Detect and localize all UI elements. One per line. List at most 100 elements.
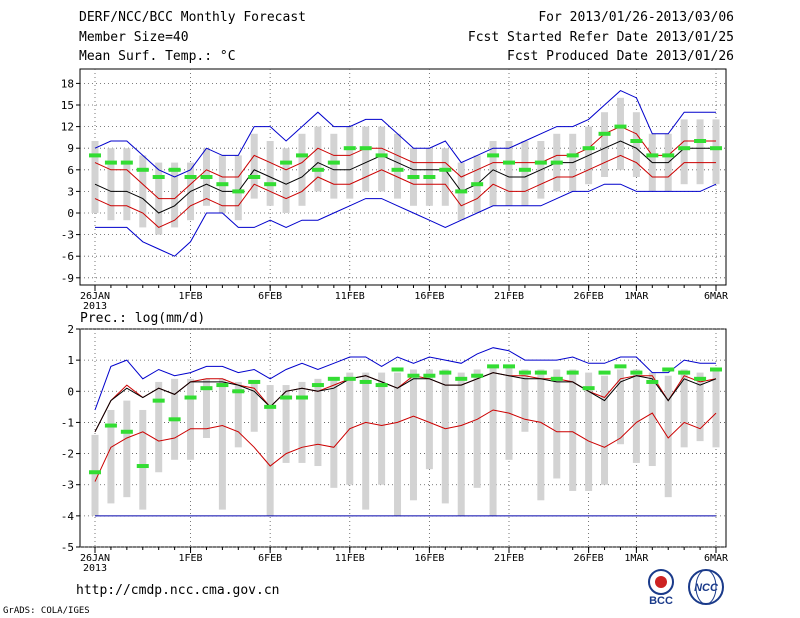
y-tick-label: 2 (67, 323, 74, 336)
bcc-logo-text: BCC (649, 595, 673, 606)
y-tick-label: -6 (61, 250, 74, 263)
header-start-date: Fcst Started Refer Date 2013/01/25 (467, 30, 734, 45)
bcc-logo-core (655, 576, 667, 588)
spread-bar (139, 155, 147, 228)
spread-bar (441, 148, 449, 206)
spread-bar (409, 369, 417, 501)
ensemble-mean-marker (296, 395, 308, 400)
ensemble-mean-marker (311, 383, 324, 388)
x-tick-label: 26JAN (80, 291, 110, 302)
x-tick-label: 16FEB (414, 291, 444, 302)
spread-bar (457, 372, 465, 516)
spread-bar (362, 126, 370, 192)
ensemble-mean-marker (566, 153, 579, 158)
y-tick-label: -4 (61, 510, 75, 523)
spread-bar (425, 369, 433, 470)
ensemble-mean-marker (104, 160, 117, 165)
x-tick-label: 16FEB (414, 553, 444, 564)
ensemble-mean-marker (296, 153, 308, 158)
ensemble-mean-marker (487, 153, 500, 158)
ensemble-mean-marker (89, 153, 101, 158)
ensemble-mean-marker (168, 167, 181, 172)
footer-url[interactable]: http://cmdp.ncc.cma.gov.cn (76, 583, 280, 598)
spread-bar (378, 372, 386, 485)
ncc-logo: NCC (688, 569, 724, 605)
x-tick-label: 1MAR (624, 291, 649, 302)
spread-bar (601, 375, 609, 485)
spread-bar (266, 141, 274, 206)
ensemble-mean-marker (216, 383, 229, 388)
ensemble-mean-marker (200, 175, 213, 179)
spread-bar (712, 369, 720, 448)
y-tick-label: 18 (61, 77, 74, 90)
line-lower-quartile (94, 154, 716, 228)
ensemble-mean-marker (534, 370, 547, 375)
y-tick-label: -3 (61, 479, 74, 492)
ensemble-mean-marker (391, 367, 404, 372)
y-tick-label: -3 (61, 229, 74, 242)
spread-bar (314, 378, 322, 467)
spread-bar (330, 133, 338, 199)
ensemble-mean-marker (423, 175, 436, 179)
line-upper-quartile (94, 372, 717, 433)
spread-bar (107, 409, 115, 504)
ensemble-mean-marker (391, 167, 404, 172)
spread-bar (680, 119, 688, 185)
x-tick-sublabel: 2013 (83, 563, 107, 574)
ensemble-mean-marker (614, 124, 627, 129)
spread-bar (521, 369, 529, 432)
spread-bar (266, 385, 274, 516)
spread-bar (696, 119, 704, 185)
y-tick-label: 3 (67, 185, 74, 198)
y-tick-label: -9 (61, 272, 74, 285)
x-tick-label: 11FEB (335, 553, 365, 564)
x-tick-label: 1FEB (178, 291, 202, 302)
ensemble-mean-marker (662, 367, 675, 372)
ensemble-mean-marker (582, 386, 595, 391)
header-forecast-period: For 2013/01/26-2013/03/06 (538, 10, 734, 25)
x-tick-label: 6FEB (258, 553, 282, 564)
ensemble-mean-marker (280, 395, 293, 400)
x-tick-label: 11FEB (335, 291, 365, 302)
ensemble-mean-marker (343, 146, 356, 151)
ensemble-mean-marker (598, 370, 611, 375)
spread-bar (346, 126, 354, 199)
y-tick-label: 0 (67, 207, 74, 220)
x-tick-label: 6FEB (258, 291, 282, 302)
x-tick-label: 21FEB (494, 291, 524, 302)
bcc-logo: BCC (648, 569, 674, 606)
spread-bar (521, 141, 529, 206)
line-lower-quartile (94, 409, 717, 482)
spread-bar (202, 378, 210, 438)
x-tick-label: 6MAR (704, 291, 729, 302)
spread-bar (378, 126, 386, 192)
ensemble-mean-marker (710, 146, 722, 151)
ncc-logo-meridian (695, 569, 717, 605)
ensemble-mean-marker (550, 160, 563, 165)
spread-bar (187, 378, 195, 460)
spread-bar (394, 133, 402, 199)
ensemble-mean-marker (471, 182, 484, 187)
spread-bar (139, 409, 147, 510)
spread-bar (553, 369, 561, 479)
line-median (94, 372, 717, 433)
spread-bar (601, 112, 609, 177)
spread-bar (234, 381, 242, 448)
y-tick-label: 9 (67, 142, 74, 155)
y-tick-label: 6 (67, 164, 74, 177)
ensemble-mean-marker (375, 153, 388, 158)
ensemble-mean-marker (407, 175, 420, 179)
line-median (94, 140, 716, 214)
ensemble-mean-marker (280, 160, 293, 165)
y-tick-label: 15 (61, 99, 74, 112)
bcc-logo-ring (648, 569, 674, 595)
x-tick-label: 1FEB (178, 553, 202, 564)
spread-bar (282, 148, 290, 213)
ensemble-mean-marker (264, 404, 277, 409)
spread-bar (664, 375, 672, 498)
ensemble-mean-marker (471, 373, 484, 378)
ensemble-mean-marker (248, 175, 261, 179)
spread-bar (505, 141, 513, 206)
ensemble-mean-marker (487, 364, 500, 369)
